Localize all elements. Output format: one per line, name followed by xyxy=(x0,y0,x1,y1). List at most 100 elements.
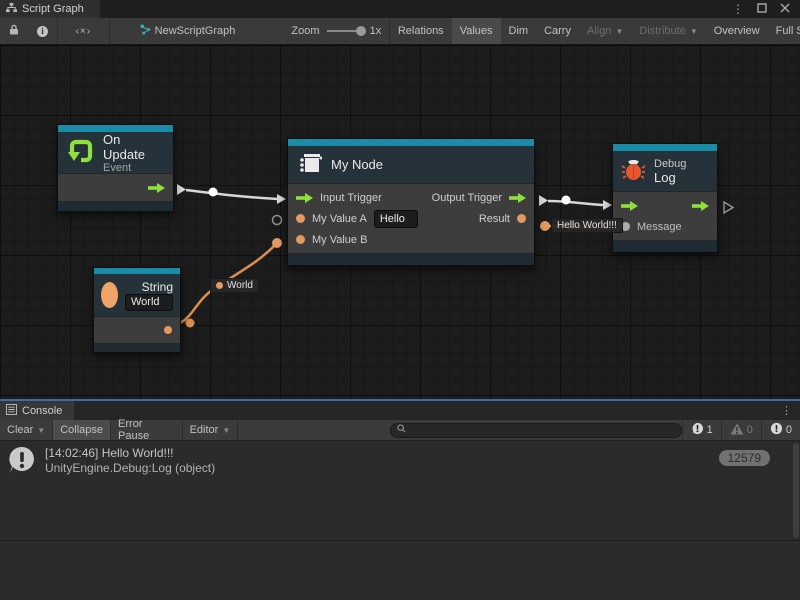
zoom-value: 1x xyxy=(369,25,382,37)
node-accent-bar xyxy=(288,139,534,146)
node-ports xyxy=(94,316,180,344)
console-log-area: [14:02:46] Hello World!!! UnityEngine.De… xyxy=(0,441,800,600)
zoom-slider-handle[interactable] xyxy=(355,26,366,36)
overview-button[interactable]: Overview xyxy=(706,18,768,44)
warning-count: 0 xyxy=(746,424,753,436)
log-line-2: UnityEngine.Debug:Log (object) xyxy=(45,461,216,475)
my-value-a-input[interactable] xyxy=(373,209,418,228)
console-menu-dots-icon[interactable]: ⋮ xyxy=(781,405,792,417)
search-input[interactable] xyxy=(410,424,675,436)
output-trigger-label: Output Trigger xyxy=(431,191,502,204)
overview-label: Overview xyxy=(713,25,760,37)
code-icon: ‹×› xyxy=(75,25,92,37)
node-debug-log[interactable]: Debug Log Message xyxy=(612,143,718,253)
node-footer xyxy=(94,344,180,352)
node-string[interactable]: String xyxy=(93,267,181,353)
menu-dots-icon[interactable]: ⋮ xyxy=(732,2,744,16)
info-button[interactable]: i xyxy=(28,18,57,44)
node-title: My Node xyxy=(331,157,384,172)
carry-button[interactable]: Carry xyxy=(536,18,579,44)
fullscreen-label: Full S xyxy=(775,25,800,37)
flow-arrow-icon[interactable] xyxy=(621,200,638,211)
distribute-label: Distribute xyxy=(639,25,686,37)
node-footer xyxy=(58,202,173,211)
node-ports: Input Trigger Output Trigger My Value A … xyxy=(288,183,534,254)
output-trigger-port[interactable] xyxy=(148,182,165,193)
toolbar-separator xyxy=(109,18,110,44)
info-icon: i xyxy=(37,25,48,37)
flow-arrow-icon[interactable] xyxy=(296,192,313,203)
flow-arrow-icon[interactable] xyxy=(509,192,526,203)
graph-asset-button[interactable]: NewScriptGraph xyxy=(132,18,244,44)
log-collapse-count-badge: 12579 xyxy=(718,450,770,466)
node-on-update[interactable]: On Update Event xyxy=(57,124,174,212)
error-pause-button[interactable]: Error Pause xyxy=(111,418,183,442)
node-ports xyxy=(58,173,173,202)
error-circle-icon xyxy=(770,422,783,438)
node-footer xyxy=(613,241,717,252)
wire-value-label-world: World xyxy=(210,278,259,293)
result-label: Result xyxy=(478,212,510,225)
message-label: Message xyxy=(637,220,682,233)
graph-canvas[interactable]: On Update Event My Node xyxy=(0,45,800,399)
dim-label: Dim xyxy=(508,25,529,37)
log-info-bubble-icon xyxy=(8,446,36,481)
tab-script-graph[interactable]: Script Graph xyxy=(0,0,100,18)
edit-graph-button[interactable]: ‹×› xyxy=(58,18,110,44)
toolbar-separator xyxy=(57,18,58,44)
flow-arrow-icon[interactable] xyxy=(692,200,709,211)
string-value-input[interactable] xyxy=(125,293,173,311)
value-port-dot[interactable] xyxy=(296,235,305,244)
window-controls: ⋮ xyxy=(732,0,800,18)
my-value-a-label: My Value A xyxy=(312,212,367,225)
node-header: My Node xyxy=(288,146,534,183)
graph-asset-icon xyxy=(140,24,151,38)
info-count-toggle[interactable]: 1 xyxy=(681,420,721,440)
chevron-down-icon: ▼ xyxy=(37,425,46,435)
zoom-label: Zoom xyxy=(291,25,320,37)
relations-button[interactable]: Relations xyxy=(390,18,452,44)
node-my-node[interactable]: My Node Input Trigger Output Trigger My … xyxy=(287,138,535,266)
lock-button[interactable] xyxy=(0,18,28,44)
value-port-dot[interactable] xyxy=(164,326,172,334)
chevron-down-icon: ▼ xyxy=(222,425,231,435)
editor-dropdown[interactable]: Editor ▼ xyxy=(183,420,239,440)
window-tab-bar: Script Graph ⋮ xyxy=(0,0,800,18)
console-scrollbar[interactable] xyxy=(793,443,799,538)
value-port-dot[interactable] xyxy=(517,214,526,223)
collapse-label: Collapse xyxy=(60,424,104,436)
close-icon[interactable] xyxy=(780,3,790,15)
fullscreen-button[interactable]: Full S xyxy=(768,18,800,44)
values-label: Values xyxy=(459,25,493,37)
node-category: Debug xyxy=(654,157,687,170)
wire-value-text: Hello World!!! xyxy=(557,220,617,231)
console-toolbar: Clear ▼ Collapse Error Pause Editor ▼ 1 xyxy=(0,418,800,442)
message-port-dot[interactable] xyxy=(621,222,630,231)
console-split-divider[interactable] xyxy=(0,540,800,541)
log-entry-row[interactable]: [14:02:46] Hello World!!! UnityEngine.De… xyxy=(0,441,800,481)
align-dropdown[interactable]: Align ▼ xyxy=(579,18,631,44)
clear-button[interactable]: Clear ▼ xyxy=(0,420,54,440)
console-tab-bar: Console ⋮ xyxy=(0,401,800,420)
toolbar-separator xyxy=(389,18,390,44)
collapse-button[interactable]: Collapse xyxy=(53,420,112,440)
distribute-dropdown[interactable]: Distribute ▼ xyxy=(631,18,705,44)
zoom-slider[interactable] xyxy=(327,26,366,36)
error-pause-label: Error Pause xyxy=(118,418,150,442)
console-panel: Console ⋮ Clear ▼ Collapse Error Pause E… xyxy=(0,399,800,600)
value-port-dot[interactable] xyxy=(296,214,305,223)
search-icon xyxy=(397,424,406,436)
console-search-field[interactable] xyxy=(390,422,682,438)
tab-title: Script Graph xyxy=(22,3,84,15)
warning-count-toggle[interactable]: 0 xyxy=(720,420,761,440)
values-button[interactable]: Values xyxy=(451,18,501,44)
node-accent-bar xyxy=(58,125,173,132)
dim-button[interactable]: Dim xyxy=(501,18,537,44)
error-count-toggle[interactable]: 0 xyxy=(760,420,800,440)
lock-icon xyxy=(9,24,19,38)
editor-label: Editor xyxy=(189,424,219,436)
maximize-icon[interactable] xyxy=(757,3,767,15)
tab-console[interactable]: Console xyxy=(0,401,75,420)
script-graph-icon xyxy=(6,2,17,16)
graph-toolbar: i ‹×› NewScriptGraph Zoom 1x Relations V… xyxy=(0,18,800,45)
